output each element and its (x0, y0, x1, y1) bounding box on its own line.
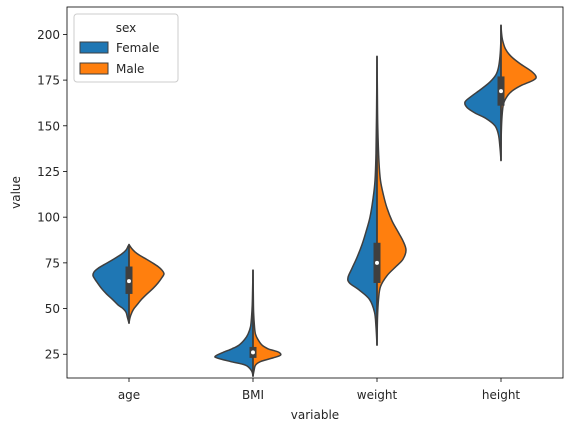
y-tick-label: 175 (37, 74, 60, 88)
x-tick-label: age (118, 388, 140, 402)
y-axis-title: value (9, 176, 23, 209)
legend-title: sex (116, 21, 137, 35)
violin-half-male (252, 269, 282, 377)
violin-half-female (464, 24, 502, 162)
legend-swatch-male (79, 62, 109, 75)
x-axis-title: variable (291, 408, 339, 422)
legend: sex Female Male (73, 13, 179, 83)
y-tick-label: 100 (37, 211, 60, 225)
y-tick-label: 75 (45, 256, 60, 270)
y-tick-label: 25 (45, 348, 60, 362)
violin-half-female (92, 243, 130, 324)
median-marker (375, 260, 379, 265)
axes-frame (66, 6, 564, 379)
y-tick-label: 50 (45, 302, 60, 316)
violin-half-female (347, 55, 378, 346)
x-tick-label: weight (357, 388, 398, 402)
violin-weight (347, 55, 407, 346)
x-axis: age BMI weight height (118, 378, 521, 402)
y-tick-label: 200 (37, 28, 60, 42)
violin-half-female (214, 269, 254, 377)
x-tick-label: height (482, 388, 521, 402)
violin-half-male (128, 243, 165, 324)
median-marker (127, 279, 131, 284)
median-marker (499, 89, 503, 94)
y-tick-label: 150 (37, 119, 60, 133)
violin-bmi (214, 269, 282, 377)
violin-age (92, 243, 165, 324)
median-marker (251, 350, 255, 355)
legend-label-male: Male (116, 62, 144, 76)
legend-label-female: Female (116, 41, 159, 55)
violin-half-male (376, 55, 407, 346)
legend-swatch-female (79, 41, 109, 54)
y-axis: 25 50 75 100 125 150 175 200 (37, 28, 67, 362)
y-tick-label: 125 (37, 165, 60, 179)
violin-height (464, 24, 537, 162)
x-tick-label: BMI (242, 388, 264, 402)
violin-half-male (500, 24, 537, 162)
plot-area (66, 6, 564, 379)
